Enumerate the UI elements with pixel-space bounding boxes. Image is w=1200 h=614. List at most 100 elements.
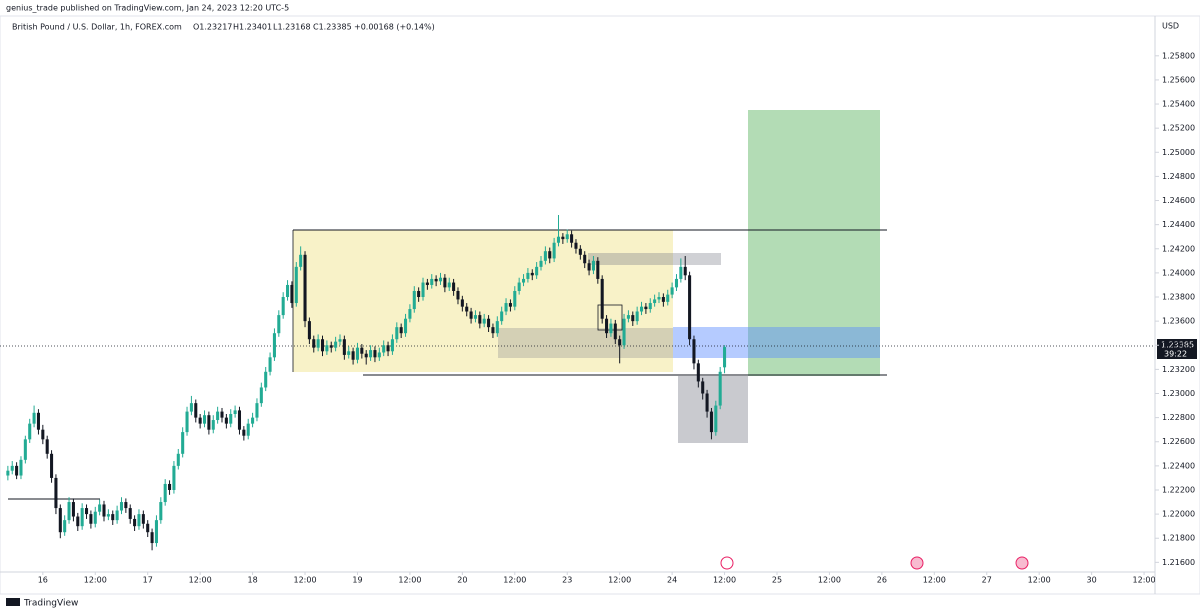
x-tick-label: 12:00 — [923, 576, 946, 585]
x-tick-label: 20 — [457, 576, 467, 585]
symbol-label: British Pound / U.S. Dollar, 1h, FOREX.c… — [12, 23, 182, 32]
candle-body — [583, 254, 587, 264]
y-tick-label: 1.25800 — [1162, 51, 1195, 60]
x-tick-label: 12:00 — [84, 576, 107, 585]
candle-body — [412, 290, 416, 310]
candle-body — [207, 415, 211, 430]
x-tick-label: 12:00 — [293, 576, 316, 585]
candle-body — [552, 242, 556, 259]
candle-body — [613, 323, 617, 340]
candle-body — [679, 266, 683, 279]
candle-body — [701, 381, 705, 394]
candle-body — [683, 266, 687, 276]
event-icon[interactable] — [910, 556, 924, 570]
candle-body — [556, 236, 561, 243]
candle-body — [342, 339, 346, 355]
candle-body — [565, 234, 569, 240]
candle-body — [355, 347, 359, 360]
y-tick-label: 1.25600 — [1162, 75, 1195, 84]
candle-body — [63, 520, 67, 533]
candle-body — [504, 303, 508, 312]
candle-body — [299, 254, 303, 267]
x-tick-label: 30 — [1087, 576, 1097, 585]
x-tick-label: 12:00 — [1028, 576, 1051, 585]
candle-body — [526, 272, 530, 279]
candle-body — [50, 453, 54, 478]
candle-body — [390, 339, 394, 352]
candle-body — [316, 339, 320, 348]
y-tick-label: 1.25200 — [1162, 124, 1195, 133]
candle-body — [294, 266, 298, 304]
candle-body — [438, 277, 443, 282]
candle-body — [578, 248, 582, 255]
candle-body — [119, 502, 124, 511]
candle-body — [102, 504, 106, 517]
x-tick-label: 12:00 — [503, 576, 526, 585]
target-zone — [748, 110, 880, 376]
y-tick-label: 1.24400 — [1162, 220, 1195, 229]
candle-body — [163, 483, 167, 503]
candle-body — [347, 351, 351, 355]
event-icon[interactable] — [720, 556, 734, 570]
candle-body — [45, 439, 49, 454]
candle-body — [430, 278, 434, 285]
candle-body — [522, 278, 526, 283]
candle-body — [264, 371, 268, 388]
candle-body — [543, 251, 547, 261]
candle-body — [168, 483, 172, 490]
x-tick-label: 18 — [247, 576, 257, 585]
candle-body — [421, 282, 425, 298]
candle-body — [574, 242, 578, 249]
candle-body — [723, 347, 727, 368]
candle-body — [377, 352, 381, 358]
candle-body — [36, 412, 40, 430]
candle-body — [28, 423, 32, 440]
candle-body — [395, 327, 399, 340]
candle-body — [639, 306, 644, 312]
candle-body — [189, 403, 193, 412]
candle-body — [181, 432, 185, 454]
y-tick-label: 1.24600 — [1162, 196, 1195, 205]
candle-body — [111, 514, 115, 521]
candle-body — [303, 254, 307, 322]
candle-body — [487, 318, 491, 328]
candle-body — [216, 411, 220, 421]
candle-body — [259, 387, 263, 404]
candle-body — [233, 410, 237, 415]
candle-body — [408, 309, 412, 319]
candle-body — [6, 470, 10, 476]
candle-body — [198, 417, 202, 424]
candle-body — [386, 345, 390, 352]
candle-body — [596, 260, 600, 279]
candle-body — [98, 504, 102, 512]
candle-body — [513, 290, 517, 307]
candle-body — [491, 327, 495, 334]
x-tick-label: 12:00 — [608, 576, 631, 585]
candle-body — [535, 266, 539, 276]
candle-body — [307, 321, 311, 340]
candle-body — [93, 511, 97, 524]
candle-body — [718, 371, 722, 406]
candle-body — [106, 514, 110, 517]
candle-body — [469, 311, 473, 319]
candle-body — [648, 303, 652, 310]
candle-body — [369, 350, 373, 358]
candle-body — [591, 260, 595, 271]
candle-body — [84, 508, 89, 515]
y-tick-label: 1.23200 — [1162, 365, 1195, 374]
x-tick-label: 19 — [352, 576, 362, 585]
candle-body — [478, 315, 482, 324]
candle-body — [495, 321, 499, 334]
candle-body — [150, 532, 154, 544]
candle-body — [220, 411, 224, 418]
candle-body — [360, 347, 364, 354]
candle-body — [290, 284, 294, 304]
candle-body — [530, 272, 534, 276]
candle-body — [456, 290, 460, 300]
candle-body — [41, 429, 45, 440]
candle-body — [338, 339, 342, 342]
event-icon[interactable] — [1015, 556, 1029, 570]
candle-body — [600, 278, 604, 319]
candle-body — [19, 459, 23, 476]
